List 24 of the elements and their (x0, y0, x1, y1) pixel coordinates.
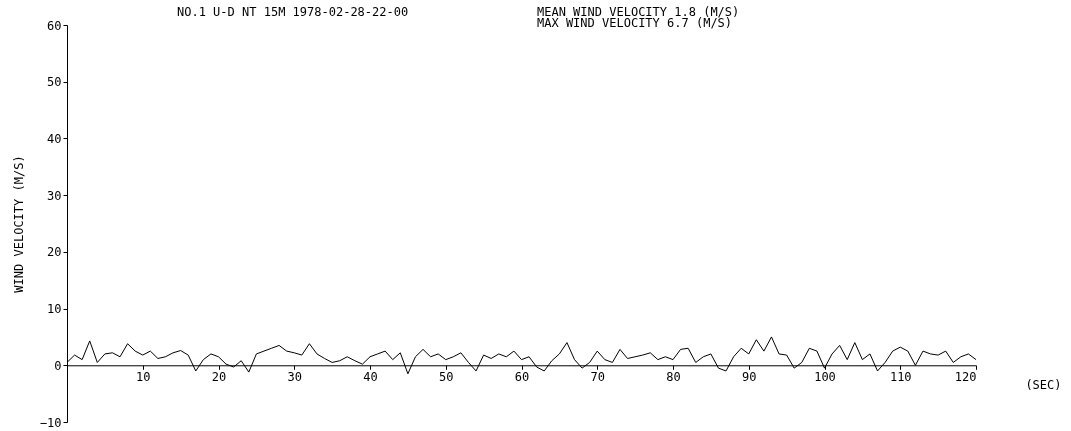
annotation: MAX WIND VELOCITY 6.7 (M/S) (537, 16, 733, 30)
x-tick-label: 30 (287, 369, 302, 384)
y-axis-title: WIND VELOCITY (M/S) (11, 155, 26, 293)
y-tick-label: 50 (47, 75, 62, 90)
x-axis-title: (SEC) (1025, 377, 1062, 392)
y-tick-label: −10 (39, 415, 62, 430)
x-tick-label: 50 (439, 369, 454, 384)
x-tick-label: 10 (136, 369, 151, 384)
chart-title: NO.1 U-D NT 15M 1978-02-28-22-00 (177, 5, 409, 19)
x-tick-label: 60 (514, 369, 530, 384)
y-tick-label: 40 (47, 131, 62, 146)
x-tick-label: 40 (363, 369, 378, 384)
y-tick-label: 10 (47, 302, 62, 317)
y-tick-label: 20 (47, 245, 62, 260)
x-tick-label: 80 (666, 369, 681, 384)
y-tick-label: 60 (47, 18, 62, 33)
y-tick-label: 0 (54, 358, 62, 373)
x-tick-label: 20 (211, 369, 227, 384)
x-tick-label: 100 (814, 369, 836, 384)
x-tick-label: 110 (889, 369, 912, 384)
x-tick-label: 70 (590, 369, 605, 384)
y-tick-label: 30 (47, 188, 62, 203)
x-tick-label: 120 (954, 369, 977, 384)
x-tick-label: 90 (742, 369, 757, 384)
